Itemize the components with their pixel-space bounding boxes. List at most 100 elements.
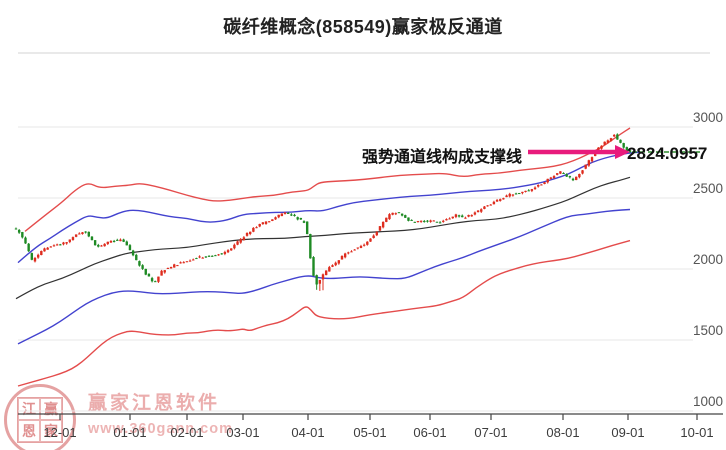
candle-body	[21, 232, 24, 238]
candle-body	[188, 260, 192, 262]
candle-body	[150, 278, 154, 282]
y-tick-label: 1000	[693, 394, 723, 409]
candle-body	[255, 227, 258, 229]
candle-body	[388, 214, 391, 220]
candle-body	[138, 261, 141, 266]
candle-body	[467, 214, 470, 217]
candle-body	[369, 238, 372, 242]
candle-body	[46, 247, 49, 250]
candle-body	[192, 259, 195, 261]
candle-body	[258, 223, 261, 227]
candle-body	[385, 217, 388, 222]
candle-body	[442, 220, 445, 222]
candle-body	[518, 193, 521, 195]
candle-body	[62, 242, 65, 245]
candle-body	[492, 201, 496, 205]
candle-body	[413, 221, 416, 223]
candle-body	[185, 261, 189, 263]
candle-body	[590, 157, 594, 162]
grid-lines	[18, 52, 710, 412]
candle-body	[619, 139, 622, 143]
candle-body	[52, 245, 56, 247]
candle-body	[135, 254, 138, 261]
candle-body	[245, 232, 249, 236]
candle-body	[122, 239, 125, 242]
candle-body	[261, 222, 265, 225]
candle-body	[419, 220, 423, 222]
x-tick-label: 07-01	[474, 425, 507, 440]
support-line-annotation: 强势通道线构成支撑线	[361, 149, 522, 166]
x-tick-label: 01-01	[113, 425, 146, 440]
candle-body	[426, 220, 429, 222]
channel-line-lower-inner-blue	[17, 208, 631, 345]
candle-body	[49, 246, 53, 248]
candle-body	[606, 140, 610, 143]
candle-body	[226, 250, 230, 253]
candle-body	[334, 262, 337, 266]
candle-body	[410, 219, 413, 221]
candle-body	[622, 143, 625, 148]
x-tick-label: 08-01	[546, 425, 579, 440]
candle-body	[574, 176, 578, 181]
candle-body	[533, 187, 537, 190]
candle-body	[214, 255, 217, 257]
candle-body	[628, 150, 632, 153]
candle-body	[565, 174, 568, 177]
candle-body	[343, 253, 347, 258]
candle-body	[27, 243, 30, 252]
candle-body	[125, 241, 128, 246]
candle-body	[353, 249, 356, 251]
candle-body	[154, 281, 157, 283]
candle-body	[223, 251, 227, 254]
candle-body	[30, 253, 34, 260]
y-tick-label: 1500	[693, 323, 723, 338]
candle-body	[14, 228, 18, 230]
candle-body	[587, 160, 591, 166]
channel-lines	[15, 127, 641, 387]
channel-line-upper-inner-blue	[17, 151, 641, 264]
candle-body	[68, 239, 72, 242]
candle-body	[274, 217, 277, 220]
candle-body	[109, 240, 113, 243]
candle-body	[252, 227, 255, 232]
candle-body	[211, 255, 214, 257]
candle-body	[429, 220, 432, 222]
candle-body	[340, 255, 344, 260]
candle-body	[540, 184, 543, 186]
candle-body	[521, 191, 524, 194]
x-tick-label: 05-01	[353, 425, 386, 440]
candle-body	[106, 241, 109, 244]
candle-body	[416, 221, 420, 223]
candle-body	[527, 190, 530, 192]
candle-body	[84, 231, 87, 233]
candle-body	[242, 237, 246, 241]
candle-body	[296, 217, 299, 220]
channel-line-lower-outer-red	[17, 239, 631, 387]
annotation-arrow	[528, 145, 630, 159]
x-axis: 12-01 01-01 02-01 03-01 04-01 05-01 06-01 07-01…	[18, 413, 723, 440]
candle-body	[40, 251, 43, 256]
candle-body	[505, 195, 508, 198]
candle-body	[302, 221, 306, 223]
candle-body	[78, 233, 81, 235]
candle-body	[55, 244, 59, 246]
candle-body	[166, 267, 170, 269]
candle-body	[277, 214, 280, 218]
candle-body	[71, 237, 75, 240]
candle-body	[530, 189, 534, 191]
candle-body	[457, 215, 461, 217]
candle-body	[131, 250, 135, 256]
candle-body	[112, 240, 116, 242]
candle-body	[36, 254, 40, 258]
candle-body	[315, 275, 318, 285]
candle-body	[267, 221, 271, 223]
candle-body	[375, 232, 379, 236]
candle-body	[331, 265, 334, 267]
candle-body	[378, 226, 382, 231]
candle-body	[495, 200, 499, 202]
candle-body	[438, 222, 442, 224]
candle-body	[100, 245, 103, 247]
candle-body	[59, 244, 62, 246]
y-axis-labels: 3000 2500 2000 1500 1000	[693, 110, 723, 409]
